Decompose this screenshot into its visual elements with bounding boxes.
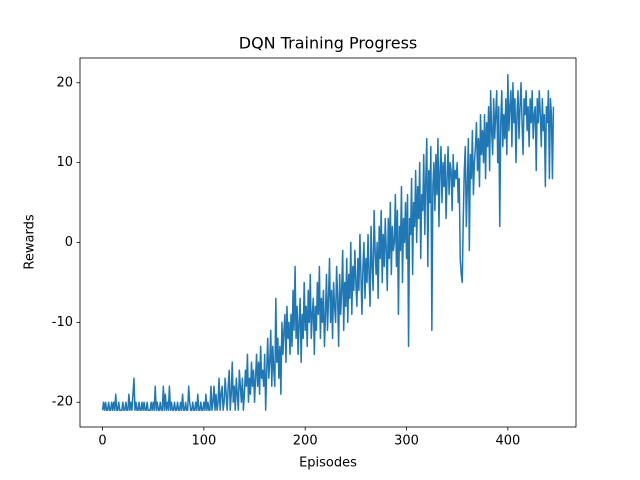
y-axis-label: Rewards [23,214,38,269]
y-tick-label: 10 [56,155,73,170]
chart-title: DQN Training Progress [239,34,417,53]
y-tick-label: 20 [56,75,73,90]
y-tick-label: 0 [65,235,73,250]
plot-frame [79,57,577,428]
x-tick-label: 100 [191,434,216,449]
y-tick-label: -10 [52,315,73,330]
x-tick-label: 200 [293,434,318,449]
y-tick-label: -20 [52,395,73,410]
x-axis-label: Episodes [299,456,357,471]
x-tick-label: 0 [98,434,106,449]
data-line [101,74,555,411]
x-tick-label: 400 [495,434,520,449]
x-tick-label: 300 [394,434,419,449]
